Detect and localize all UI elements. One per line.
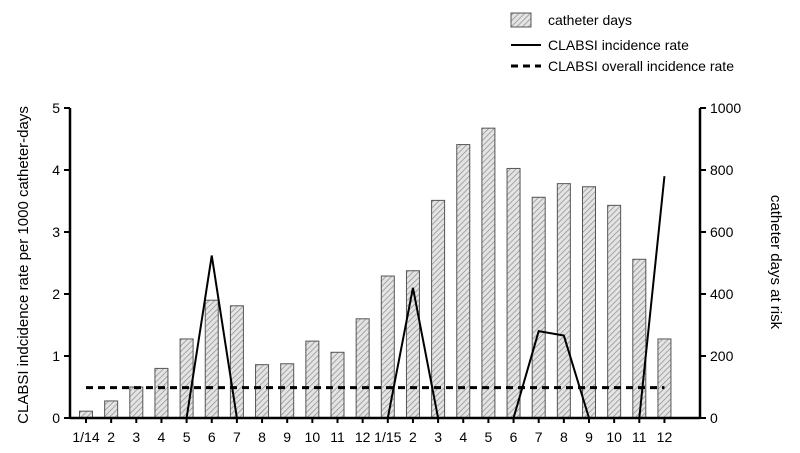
x-tick-label-15: 4 (459, 429, 467, 445)
bar-catheter-days-10 (330, 351, 345, 419)
right-tick-label-5: 1000 (710, 100, 741, 116)
bar-catheter-days-5 (204, 299, 219, 419)
bar-catheter-days-6 (229, 305, 244, 419)
line-clabsi-rate-segment-2 (512, 330, 590, 419)
left-tick-label-0: 0 (52, 410, 60, 426)
x-tick-label-8: 9 (283, 429, 291, 445)
bar-catheter-days-7 (255, 364, 270, 419)
left-tick-label-2: 2 (52, 286, 60, 302)
x-tick-label-5: 6 (208, 429, 216, 445)
legend-swatch-catheter-days (510, 12, 532, 28)
right-y-axis-ticks: 0 200 400 600 800 1000 (700, 100, 741, 426)
left-tick-label-4: 4 (52, 162, 60, 178)
x-tick-label-12: 1/15 (374, 429, 401, 445)
bar-catheter-days-16 (481, 127, 496, 419)
bar-catheter-days-23 (657, 338, 672, 419)
bar-catheter-days-4 (179, 338, 194, 419)
bar-catheter-days-14 (431, 199, 446, 419)
legend-label-catheter-days: catheter days (548, 12, 632, 28)
left-tick-label-1: 1 (52, 348, 60, 364)
left-tick-label-3: 3 (52, 224, 60, 240)
legend-label-clabsi-overall-rate: CLABSI overall incidence rate (548, 58, 734, 74)
x-tick-label-3: 4 (158, 429, 166, 445)
x-tick-label-7: 8 (258, 429, 266, 445)
x-tick-label-6: 7 (233, 429, 241, 445)
right-y-axis-title: catheter days at risk (767, 195, 784, 330)
bar-catheter-days-3 (154, 367, 169, 419)
bar-catheter-days-8 (280, 363, 295, 419)
x-tick-label-19: 8 (560, 429, 568, 445)
bar-series-catheter-days (79, 127, 672, 419)
bar-catheter-days-9 (305, 340, 320, 419)
left-y-axis-ticks: 0 1 2 3 4 5 (52, 100, 70, 426)
x-tick-label-10: 11 (330, 429, 345, 445)
right-tick-label-1: 200 (710, 348, 734, 364)
x-tick-label-11: 12 (355, 429, 371, 445)
x-tick-label-9: 10 (305, 429, 321, 445)
bar-catheter-days-1 (104, 400, 119, 419)
bar-catheter-days-17 (506, 167, 521, 419)
line-clabsi-rate-segment-3 (638, 176, 666, 419)
x-tick-label-13: 2 (409, 429, 417, 445)
line-clabsi-rate-segment-1 (386, 287, 440, 419)
x-tick-label-17: 6 (510, 429, 518, 445)
bar-catheter-days-15 (456, 144, 471, 419)
bar-catheter-days-2 (129, 386, 144, 419)
x-tick-label-18: 7 (535, 429, 543, 445)
bar-catheter-days-19 (556, 183, 571, 419)
right-tick-label-3: 600 (710, 224, 734, 240)
x-tick-label-2: 3 (132, 429, 140, 445)
bar-catheter-days-11 (355, 318, 370, 419)
line-clabsi-rate-segment-0 (185, 255, 238, 419)
x-tick-label-14: 3 (434, 429, 442, 445)
bar-catheter-days-21 (607, 204, 622, 419)
bar-catheter-days-20 (582, 186, 596, 419)
bar-catheter-days-22 (632, 258, 647, 419)
x-tick-label-4: 5 (183, 429, 191, 445)
left-tick-label-5: 5 (52, 100, 60, 116)
right-tick-label-2: 400 (710, 286, 734, 302)
x-tick-label-0: 1/14 (72, 429, 99, 445)
x-tick-label-20: 9 (585, 429, 593, 445)
legend-label-clabsi-rate: CLABSI incidence rate (548, 37, 689, 53)
line-series-layer (86, 176, 666, 419)
x-axis-ticks: 1/14 2 3 4 5 6 7 8 9 10 11 12 1/15 2 3 4 5 6 7 8 9 10 11 12 (72, 418, 672, 445)
x-tick-label-1: 2 (107, 429, 115, 445)
left-y-axis-title: CLABSI indcidence rate per 1000 catheter… (15, 106, 32, 424)
x-tick-label-23: 12 (657, 429, 673, 445)
right-tick-label-0: 0 (710, 410, 718, 426)
x-tick-label-16: 5 (485, 429, 493, 445)
bar-catheter-days-18 (531, 196, 546, 419)
x-tick-label-22: 11 (632, 429, 647, 445)
legend: catheter days CLABSI incidence rate CLAB… (510, 12, 734, 74)
x-tick-label-21: 10 (606, 429, 622, 445)
right-tick-label-4: 800 (710, 162, 734, 178)
